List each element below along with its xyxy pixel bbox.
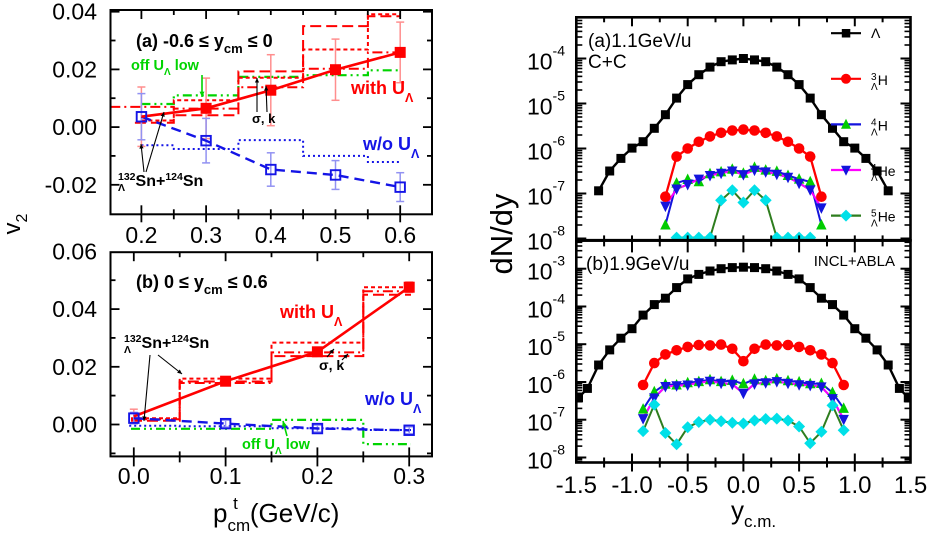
svg-text:0.3: 0.3 — [393, 463, 425, 489]
svg-text:0.1: 0.1 — [210, 463, 242, 489]
svg-text:0.02: 0.02 — [52, 354, 97, 380]
svg-text:(a)1.1GeV/u: (a)1.1GeV/u — [588, 31, 692, 52]
svg-text:-0.02: -0.02 — [45, 172, 97, 198]
svg-text:σ, k: σ, k — [252, 111, 276, 126]
svg-text:0.0: 0.0 — [118, 463, 150, 489]
svg-text:off UΛ low: off UΛ low — [242, 437, 311, 457]
svg-text:0.00: 0.00 — [52, 114, 97, 140]
svg-text:0.02: 0.02 — [52, 56, 97, 82]
svg-text:Λ: Λ — [871, 25, 881, 41]
svg-text:0.4: 0.4 — [255, 222, 287, 248]
svg-text:dN/dy: dN/dy — [484, 193, 519, 274]
svg-text:0.2: 0.2 — [125, 222, 157, 248]
svg-text:0.2: 0.2 — [301, 463, 333, 489]
svg-text:1.0: 1.0 — [838, 472, 871, 499]
svg-text:0.5: 0.5 — [320, 222, 352, 248]
svg-text:0.6: 0.6 — [384, 222, 416, 248]
svg-text:(b)1.9GeV/u: (b)1.9GeV/u — [586, 254, 690, 275]
svg-text:off UΛ low: off UΛ low — [131, 58, 200, 78]
svg-text:-1.5: -1.5 — [556, 472, 597, 499]
svg-text:0.3: 0.3 — [190, 222, 222, 248]
svg-text:-0.5: -0.5 — [667, 472, 708, 499]
svg-text:0.04: 0.04 — [52, 0, 97, 25]
svg-text:0.00: 0.00 — [52, 412, 97, 438]
svg-text:C+C: C+C — [588, 52, 627, 73]
svg-text:0.04: 0.04 — [52, 296, 97, 322]
svg-text:σ, k: σ, k — [319, 357, 344, 373]
svg-text:4ΛH: 4 ΛH — [871, 117, 888, 138]
svg-text:3ΛH: 3 ΛH — [871, 72, 888, 93]
svg-text:INCL+ABLA: INCL+ABLA — [814, 253, 895, 270]
svg-text:0.5: 0.5 — [782, 472, 815, 499]
svg-text:-1.0: -1.0 — [611, 472, 652, 499]
svg-text:0.0: 0.0 — [727, 472, 760, 499]
svg-text:1.5: 1.5 — [894, 472, 927, 499]
svg-text:0.06: 0.06 — [52, 238, 97, 264]
